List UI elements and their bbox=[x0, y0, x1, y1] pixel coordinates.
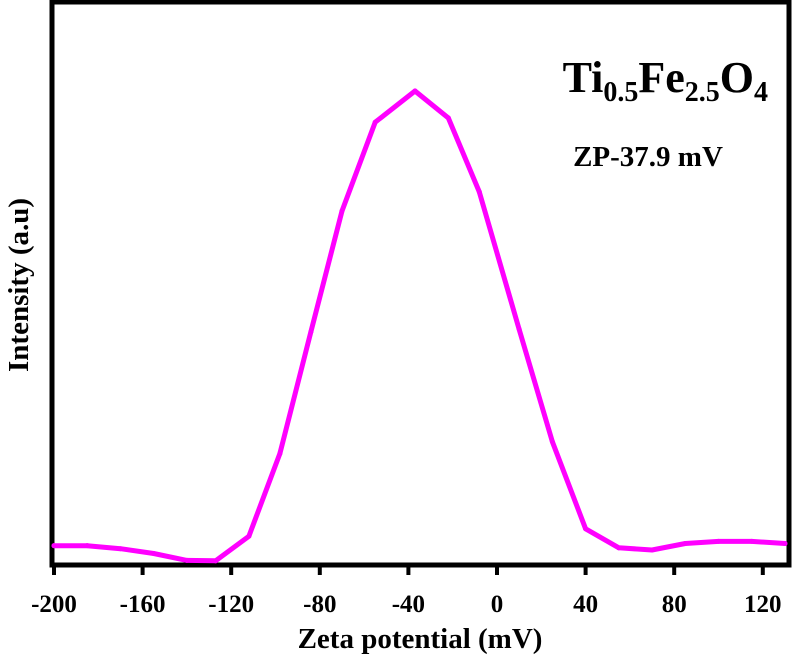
x-tick-label: -80 bbox=[303, 591, 336, 618]
data-point bbox=[516, 326, 522, 332]
data-point bbox=[749, 538, 755, 544]
data-point bbox=[277, 450, 283, 456]
data-point bbox=[616, 545, 622, 551]
zeta-potential-value-label: ZP-37.9 mV bbox=[573, 141, 723, 173]
sample-formula-label: Ti0.5Fe2.5O4 bbox=[563, 53, 768, 108]
y-axis-title: Intensity (a.u) bbox=[3, 198, 35, 372]
x-axis-title: Zeta potential (mV) bbox=[298, 623, 543, 655]
data-point bbox=[339, 208, 345, 214]
data-point bbox=[476, 189, 482, 195]
data-point bbox=[246, 533, 252, 539]
x-tick-label: -120 bbox=[208, 591, 254, 618]
series-points bbox=[51, 88, 788, 564]
data-point bbox=[716, 538, 721, 544]
data-point bbox=[84, 543, 90, 549]
x-tick-label: -40 bbox=[392, 591, 425, 618]
data-point bbox=[649, 547, 655, 553]
x-tick-label: -160 bbox=[120, 591, 166, 618]
data-point bbox=[372, 119, 378, 125]
data-point bbox=[583, 526, 589, 532]
data-point bbox=[151, 550, 157, 556]
data-point bbox=[308, 329, 314, 335]
x-tick-label: 80 bbox=[662, 591, 687, 618]
data-point bbox=[782, 541, 788, 547]
data-point bbox=[184, 557, 190, 563]
x-tick-label: -200 bbox=[31, 591, 77, 618]
data-point bbox=[445, 115, 451, 121]
x-tick-label: 0 bbox=[491, 591, 504, 618]
x-tick-label: 40 bbox=[573, 591, 598, 618]
data-point bbox=[412, 88, 418, 94]
data-point bbox=[549, 439, 555, 445]
x-ticks bbox=[52, 565, 765, 575]
x-tick-label: 120 bbox=[744, 591, 782, 618]
x-tick-labels: -200 -160 -120 -80 -40 0 40 80 120 bbox=[31, 591, 781, 618]
data-point bbox=[117, 546, 123, 552]
data-point bbox=[682, 541, 688, 547]
data-point bbox=[213, 558, 219, 564]
data-point bbox=[51, 543, 57, 549]
